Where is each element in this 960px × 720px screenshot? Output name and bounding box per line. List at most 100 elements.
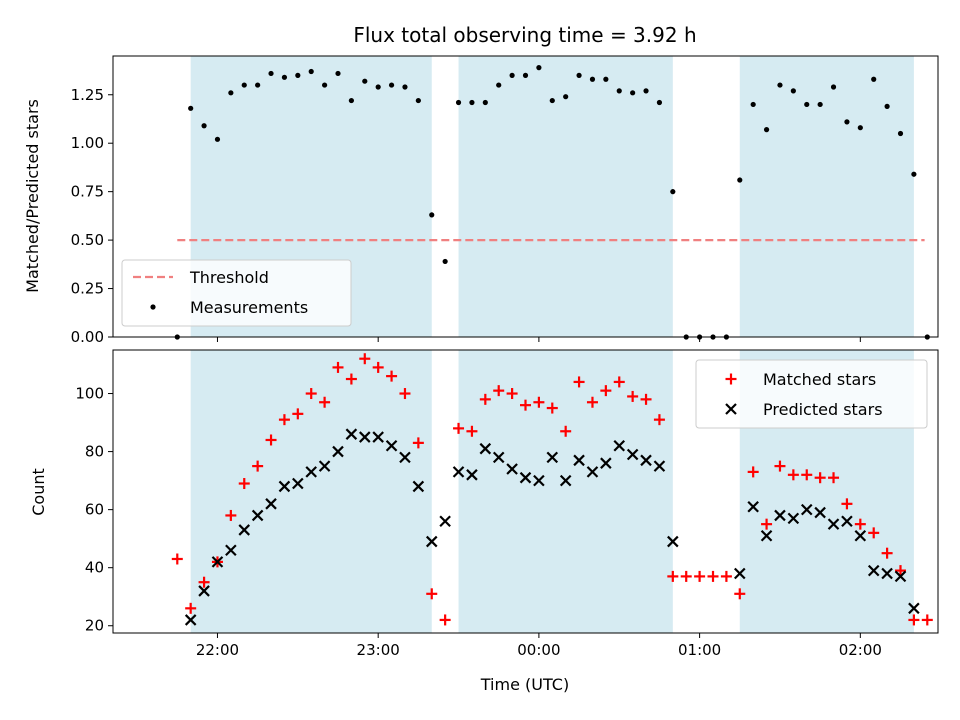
matched-stars-point [841,498,853,510]
predicted-stars-point [198,585,210,597]
predicted-stars-point [466,469,478,481]
matched-stars-point [198,576,210,588]
measurement-point [228,90,234,96]
x-tick-label: 01:00 [678,641,721,659]
x-tick-label: 22:00 [196,641,239,659]
matched-stars-point [921,614,933,626]
axes-frame [112,55,939,338]
predicted-stars-point [345,428,358,440]
measurement-point [830,84,837,90]
matched-stars-point [479,393,491,405]
predicted-stars-point [653,460,666,472]
observing-interval [458,350,673,633]
x-tick-label: 00:00 [517,641,560,659]
matched-stars-point [747,466,759,478]
matched-stars-point [238,478,250,490]
y-tick-label: 0.75 [71,183,104,201]
measurement-point [576,72,582,78]
measurement-point [522,72,529,78]
predicted-stars-point [519,471,532,484]
measurement-point [884,103,890,109]
measurement-point [402,84,408,90]
matched-stars-point [787,469,799,481]
predicted-stars-point [841,515,853,528]
measurement-point [415,97,421,104]
predicted-stars-point [573,454,585,467]
y-tick-label: 80 [85,443,104,461]
predicted-stars-point [211,556,224,568]
predicted-stars-point [385,440,398,452]
matched-stars-point [386,370,398,382]
measurement-point [201,123,207,129]
observing-interval [739,56,914,337]
predicted-stars-marker [725,403,737,415]
predicted-stars-point [613,440,626,452]
measurement-point [536,65,542,71]
predicted-stars-point [318,460,331,472]
measurement-point [241,82,247,88]
predicted-stars-point [747,500,759,513]
matched-stars-point [801,469,813,481]
predicted-stars-point [640,454,652,467]
predicted-stars-point [359,431,371,443]
matched-stars-point [720,570,732,582]
predicted-stars-point [452,466,465,478]
legend-label-measurements: Measurements [190,298,308,317]
measurement-point [763,127,770,133]
series-layer [174,65,930,340]
measurement-point [643,88,649,94]
matched-stars-point [412,437,424,449]
matched-stars-point [372,361,384,373]
predicted-stars-point [626,448,639,461]
predicted-stars-point [225,544,237,557]
measurement-point [429,212,435,218]
matched-stars-point [854,518,866,530]
predicted-stars-point [854,529,867,542]
panel-ratio: 0.00 0.25 0.50 0.75 1.00 1.25 Matched/Predict… [23,55,939,346]
matched-stars-point [265,434,277,446]
measurement-point [255,82,261,88]
measurement-point [509,72,515,78]
measurement-point [188,105,194,111]
measurement-point [897,130,904,137]
y-tick-label: 0.00 [71,328,104,346]
predicted-stars-point [479,442,492,455]
predicted-stars-point [184,614,197,626]
predicted-stars-point [734,567,746,580]
matched-stars-point [627,390,639,402]
predicted-stars-point [774,509,786,522]
measurement-point [777,82,783,88]
y-tick-label: 20 [85,617,104,635]
axes-frame [112,349,939,634]
matched-stars-point [734,588,746,600]
x-axis-label: Time (UTC) [480,675,569,694]
measurement-point [549,97,555,104]
y-axis-label: Matched/Predicted stars [23,99,42,293]
matched-stars-point [426,588,438,600]
matched-stars-point [613,376,625,388]
predicted-stars-point [894,570,907,583]
predicted-stars-point [586,466,599,478]
measurement-point [670,189,676,195]
predicted-stars-point [425,535,438,548]
measurement-point [268,70,274,77]
y-tick-label: 40 [85,559,104,577]
measurement-point [482,99,488,106]
matched-stars-point [694,570,706,582]
tick-layer: 22:00 23:00 00:00 01:00 02:00 20 40 60 80 100 [75,385,882,659]
matched-stars-point [814,472,826,484]
matched-stars-point [345,373,357,385]
matched-stars-point [533,396,545,408]
measurement-point [804,101,810,108]
predicted-stars-point [600,457,612,469]
predicted-stars-point [800,503,813,516]
y-tick-label: 100 [75,385,104,403]
matched-stars-point [506,388,518,400]
measurement-point [281,74,288,80]
legend-label-threshold: Threshold [189,268,269,287]
matched-stars-point [640,393,652,405]
measurement-point [817,101,823,108]
chart-title: Flux total observing time = 3.92 h [353,23,696,47]
measurement-point [308,68,314,75]
legend-top: Threshold Measurements [121,259,352,327]
